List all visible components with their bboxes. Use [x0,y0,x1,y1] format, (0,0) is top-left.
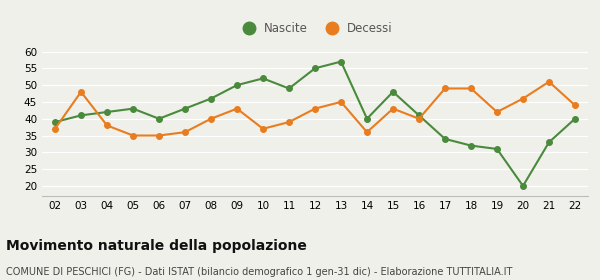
Decessi [130,134,137,137]
Decessi [520,97,527,100]
Decessi [286,120,293,124]
Nascite [545,141,553,144]
Decessi [545,80,553,83]
Nascite [259,77,266,80]
Nascite [311,67,319,70]
Decessi [233,107,241,110]
Nascite [415,114,422,117]
Nascite [520,184,527,188]
Legend: Nascite, Decessi: Nascite, Decessi [232,17,398,40]
Nascite [155,117,163,120]
Decessi [442,87,449,90]
Decessi [415,117,422,120]
Nascite [493,147,500,151]
Decessi [52,127,59,130]
Nascite [181,107,188,110]
Nascite [286,87,293,90]
Line: Nascite: Nascite [52,59,578,189]
Decessi [181,130,188,134]
Nascite [77,114,85,117]
Decessi [259,127,266,130]
Decessi [155,134,163,137]
Decessi [571,104,578,107]
Nascite [337,60,344,63]
Nascite [130,107,137,110]
Decessi [208,117,215,120]
Nascite [571,117,578,120]
Nascite [103,110,110,114]
Text: COMUNE DI PESCHICI (FG) - Dati ISTAT (bilancio demografico 1 gen-31 dic) - Elabo: COMUNE DI PESCHICI (FG) - Dati ISTAT (bi… [6,267,512,277]
Decessi [493,110,500,114]
Decessi [77,90,85,94]
Nascite [233,83,241,87]
Decessi [467,87,475,90]
Decessi [103,124,110,127]
Decessi [311,107,319,110]
Nascite [442,137,449,141]
Nascite [389,90,397,94]
Nascite [467,144,475,147]
Nascite [52,120,59,124]
Decessi [337,100,344,104]
Nascite [364,117,371,120]
Nascite [208,97,215,100]
Text: Movimento naturale della popolazione: Movimento naturale della popolazione [6,239,307,253]
Decessi [389,107,397,110]
Decessi [364,130,371,134]
Line: Decessi: Decessi [52,79,578,138]
